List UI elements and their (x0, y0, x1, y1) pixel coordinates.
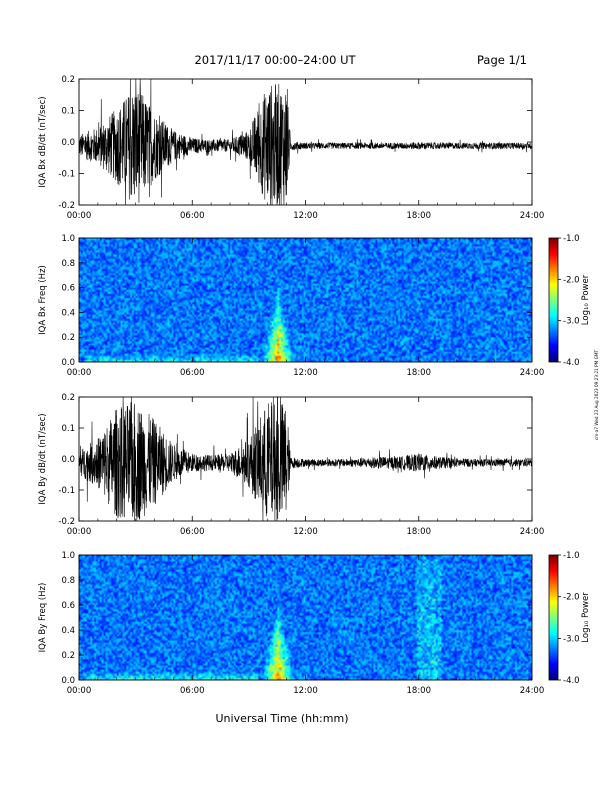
colorbar-gradient (549, 238, 558, 362)
page-indicator: Page 1/1 (477, 53, 527, 67)
y-tick-label: -0.2 (58, 517, 75, 527)
y-tick-label: 0.2 (61, 75, 75, 85)
x-tick-label: 24:00 (520, 368, 545, 378)
figure-title: 2017/11/17 00:00–24:00 UT (194, 53, 356, 67)
x-tick-label: 06:00 (180, 527, 205, 537)
panels: 00:00 06:00 12:00 18:00 24:00 -0.2 -0.1 0.0 0.1 0… (38, 75, 591, 696)
y-tick-label: -0.1 (58, 486, 75, 496)
x-tick-label: 12:00 (293, 211, 318, 221)
x-tick-label: 00:00 (67, 211, 92, 221)
y-axis-label: IQA By Freq (Hz) (38, 583, 48, 653)
colorbar-label: Log₁₀ Power (581, 592, 591, 643)
colorbar-tick-label: -3.0 (563, 317, 580, 327)
x-tick-label: 24:00 (520, 211, 545, 221)
y-tick-label: 1.0 (61, 551, 75, 561)
panel-2: -1.0 -2.0 -3.0 -4.0 Log₁₀ Power 00:00 06:00 12:… (38, 234, 591, 378)
y-tick-label: 0.2 (61, 333, 75, 343)
spectrogram-image (79, 555, 532, 680)
y-tick-label: 0.4 (61, 626, 75, 636)
colorbar-gradient (549, 555, 558, 680)
y-tick-label: 0.2 (61, 651, 75, 661)
x-tick-label: 18:00 (407, 686, 432, 696)
x-tick-label: 06:00 (180, 686, 205, 696)
colorbar-tick-label: -3.0 (563, 634, 580, 644)
x-axis-label: Universal Time (hh:mm) (216, 712, 349, 725)
y-tick-label: 0.8 (61, 576, 75, 586)
colorbar-frame (548, 237, 559, 363)
x-tick-label: 06:00 (180, 368, 205, 378)
colorbar-tick-label: -1.0 (563, 551, 580, 561)
colorbar-tick-label: -2.0 (563, 593, 580, 603)
spectrogram-image (79, 238, 532, 362)
x-tick-label: 18:00 (407, 211, 432, 221)
colorbar-tick-label: -4.0 (563, 358, 580, 368)
colorbar-tick-label: -4.0 (563, 676, 580, 686)
x-tick-label: 12:00 (293, 686, 318, 696)
x-tick-label: 24:00 (520, 686, 545, 696)
y-tick-label: 0.4 (61, 308, 75, 318)
plot-frame (78, 78, 533, 206)
y-tick-label: 0.6 (61, 284, 75, 294)
y-tick-label: -0.1 (58, 170, 75, 180)
y-tick-label: 1.0 (61, 234, 75, 244)
colorbar-tick-label: -1.0 (563, 234, 580, 244)
y-tick-label: 0.0 (61, 138, 75, 148)
y-tick-label: 0.8 (61, 259, 75, 269)
y-axis-label: IQA Bx dB/dt (nT/sec) (38, 96, 48, 187)
x-tick-label: 24:00 (520, 527, 545, 537)
dbdt-trace (79, 79, 532, 205)
dbdt-trace (79, 397, 532, 521)
y-tick-label: 0.6 (61, 601, 75, 611)
colorbar-frame (548, 554, 559, 681)
x-tick-label: 18:00 (407, 368, 432, 378)
x-tick-label: 12:00 (293, 368, 318, 378)
y-axis-label: IQA Bx Freq (Hz) (38, 265, 48, 335)
x-tick-label: 12:00 (293, 527, 318, 537)
y-tick-label: 0.1 (61, 107, 75, 117)
y-tick-label: 0.0 (61, 358, 75, 368)
x-tick-label: 06:00 (180, 211, 205, 221)
x-tick-label: 18:00 (407, 527, 432, 537)
y-tick-label: 0.1 (61, 424, 75, 434)
panel-4: -1.0 -2.0 -3.0 -4.0 Log₁₀ Power 00:00 06:00 12:… (38, 551, 591, 696)
side-stamp: cm-a7 Wed 23 Aug 2023 09:23:21 PM GMT (594, 350, 599, 441)
panel-1: 00:00 06:00 12:00 18:00 24:00 -0.2 -0.1 0.0 0.1 0… (38, 75, 544, 221)
y-axis-label: IQA By dB/dt (nT/sec) (38, 413, 48, 504)
panel-3: 00:00 06:00 12:00 18:00 24:00 -0.2 -0.1 0.0 0.1 0… (38, 393, 544, 537)
x-tick-label: 00:00 (67, 368, 92, 378)
colorbar-label: Log₁₀ Power (581, 274, 591, 325)
y-tick-label: 0.2 (61, 393, 75, 403)
y-tick-label: 0.0 (61, 676, 75, 686)
x-tick-label: 00:00 (67, 527, 92, 537)
y-tick-label: 0.0 (61, 455, 75, 465)
colorbar-tick-label: -2.0 (563, 275, 580, 285)
y-tick-label: -0.2 (58, 201, 75, 211)
x-tick-label: 00:00 (67, 686, 92, 696)
